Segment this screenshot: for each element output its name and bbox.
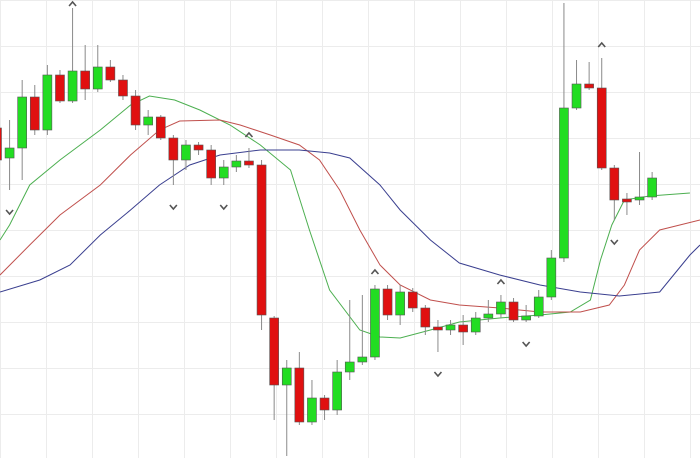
candle-body — [42, 74, 53, 131]
candle-body — [609, 167, 620, 201]
candle-body — [420, 307, 431, 328]
candle-body — [357, 356, 368, 363]
candle-body — [508, 301, 519, 321]
fractal-up-marker — [597, 41, 606, 48]
fractal-up-marker — [370, 268, 380, 275]
moving-average-line — [0, 95, 690, 339]
candle-body — [521, 315, 531, 321]
candle-body — [483, 313, 494, 319]
candle-body — [319, 397, 330, 411]
candle-body — [407, 291, 418, 309]
fractal-down-marker — [610, 239, 619, 246]
fractal-up-marker — [68, 0, 77, 7]
candle-body — [546, 257, 557, 298]
candle-body — [571, 83, 582, 109]
fractal-up-marker — [244, 131, 254, 138]
candle-body — [256, 164, 267, 316]
candle-body — [231, 160, 242, 168]
fractal-down-marker — [219, 204, 228, 211]
candle-body — [4, 147, 15, 159]
candle-body — [29, 96, 40, 131]
candle-body — [647, 177, 657, 198]
candle-body — [181, 144, 191, 161]
candle-body — [307, 397, 317, 423]
candle-body — [584, 83, 594, 89]
candle-body — [496, 301, 506, 315]
candle-body — [634, 196, 645, 201]
candle-body — [218, 166, 229, 179]
candle-body — [433, 326, 443, 331]
candle-body — [382, 288, 393, 316]
moving-average-line — [0, 149, 700, 297]
moving-average-line — [0, 119, 700, 313]
candle-body — [294, 367, 305, 423]
candle-body — [130, 95, 141, 126]
candle-body — [470, 317, 481, 333]
candle-body — [332, 371, 342, 411]
candle-body — [281, 367, 292, 386]
candle-body — [445, 324, 456, 331]
candle-body — [193, 144, 204, 151]
candle-body — [55, 74, 65, 102]
candle-body — [269, 317, 279, 386]
fractal-down-marker — [5, 209, 14, 216]
candle-body — [143, 116, 153, 126]
candle-body — [370, 288, 380, 358]
candle-body — [105, 66, 116, 81]
candle-body — [458, 324, 468, 333]
candle-body — [92, 66, 103, 90]
candle-body — [533, 296, 544, 317]
fractal-up-marker — [496, 278, 506, 285]
candle-body — [206, 149, 216, 179]
candle-body — [395, 291, 405, 316]
candle-body — [155, 116, 166, 139]
candle-body — [344, 361, 355, 373]
candle-body — [596, 87, 607, 169]
fractal-down-marker — [522, 341, 531, 348]
candle-body — [80, 70, 90, 90]
candle-body — [17, 96, 27, 149]
candle-body — [168, 137, 179, 161]
candle-body — [67, 70, 78, 102]
candle-body — [118, 79, 128, 97]
candle-body — [559, 107, 569, 259]
candle-body — [0, 127, 2, 161]
fractal-down-marker — [169, 204, 178, 211]
candle-body — [244, 160, 254, 166]
fractal-down-marker — [433, 371, 443, 378]
candle-body — [622, 198, 632, 203]
